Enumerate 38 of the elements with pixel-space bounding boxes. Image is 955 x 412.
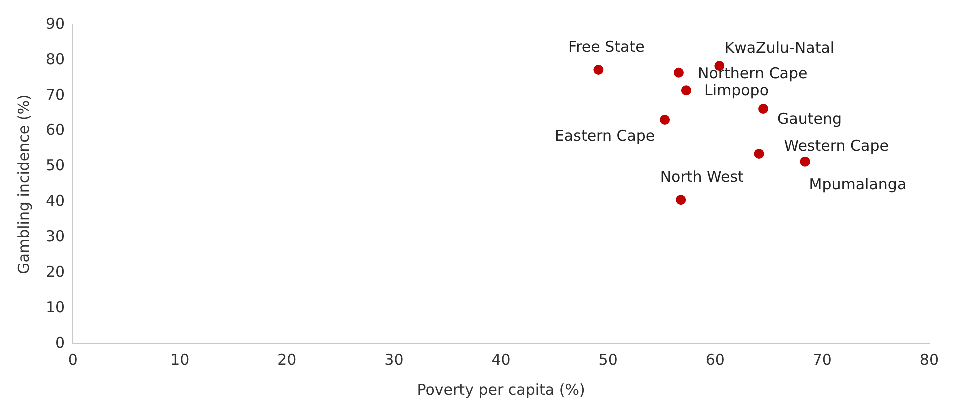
- x-tick-label: 10: [170, 350, 190, 369]
- y-tick-label: 0: [56, 334, 66, 352]
- annotation: Northern Cape: [698, 64, 808, 83]
- annotation: Western Cape: [784, 136, 889, 155]
- x-tick-label: 70: [812, 350, 832, 369]
- x-tick-label: 50: [598, 350, 618, 369]
- x-tick-label: 0: [68, 350, 78, 369]
- y-axis-title: Gambling incidence (%): [14, 94, 33, 274]
- y-tick-label: 90: [46, 14, 66, 33]
- y-tick-label: 10: [46, 298, 66, 316]
- y-tick-label: 70: [46, 86, 66, 104]
- point: [754, 149, 764, 160]
- point: [594, 65, 604, 76]
- annotation: Gauteng: [778, 110, 842, 128]
- point: [681, 86, 692, 96]
- y-tick-label: 20: [46, 263, 66, 281]
- x-tick-label: 40: [492, 350, 511, 369]
- point: [660, 114, 670, 125]
- x-tick-label: 30: [384, 350, 404, 369]
- point: [676, 195, 686, 206]
- annotation: Eastern Cape: [554, 126, 656, 145]
- y-tick-label: 80: [46, 50, 66, 68]
- point: [758, 104, 769, 114]
- y-tick-label: 50: [46, 156, 66, 175]
- y-tick-label: 40: [46, 192, 66, 210]
- x-tick-label: 80: [920, 350, 940, 369]
- x-axis-title: Poverty per capita (%): [417, 380, 586, 399]
- annotation: Mpumalanga: [809, 176, 907, 194]
- x-tick-label: 60: [706, 350, 725, 369]
- point: [674, 68, 684, 78]
- annotation: KwaZulu-Natal: [724, 39, 835, 58]
- y-tick-label: 60: [46, 121, 66, 140]
- annotation: Free State: [568, 38, 645, 56]
- x-tick-label: 20: [278, 350, 297, 369]
- point: [800, 156, 810, 167]
- annotation: Limpopo: [704, 81, 770, 100]
- y-tick-label: 30: [46, 228, 66, 246]
- annotation: North West: [660, 168, 744, 186]
